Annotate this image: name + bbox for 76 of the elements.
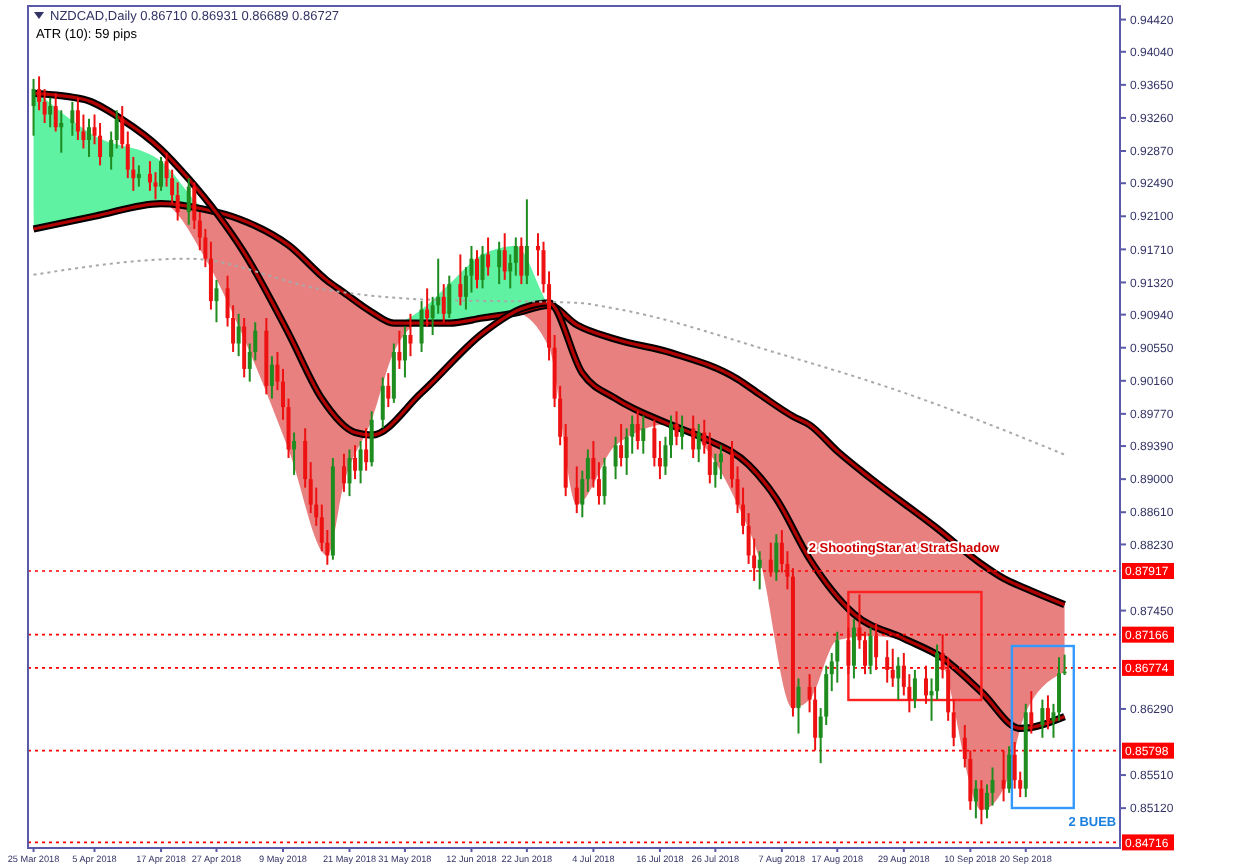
candlestick: [380, 376, 385, 430]
candlestick: [973, 779, 978, 820]
candlestick: [402, 325, 407, 379]
candlestick: [502, 232, 507, 281]
candlestick: [768, 541, 773, 578]
candlestick: [369, 410, 374, 468]
candlestick: [691, 414, 696, 459]
candlestick: [214, 278, 219, 324]
candlestick: [680, 414, 685, 451]
candlestick: [696, 423, 701, 464]
candlestick: [896, 656, 901, 701]
candlestick: [341, 452, 346, 493]
candlestick: [674, 410, 679, 447]
candlestick: [86, 117, 91, 158]
candlestick: [602, 456, 607, 506]
candlestick: [136, 164, 141, 188]
candlestick: [574, 465, 579, 515]
candlestick: [1001, 749, 1006, 803]
candlestick: [358, 439, 363, 485]
candlestick: [419, 300, 424, 353]
candlestick: [159, 155, 164, 192]
line-series: [32, 257, 1066, 456]
candlestick: [874, 622, 879, 671]
candlestick: [641, 414, 646, 455]
candlestick: [269, 355, 274, 400]
candlestick: [347, 448, 352, 498]
candlestick: [979, 779, 984, 826]
candlestick: [868, 626, 873, 676]
candlestick: [851, 618, 856, 680]
candlestick: [835, 630, 840, 684]
candlestick: [48, 96, 53, 129]
candlestick: [1045, 694, 1050, 731]
candlestick: [397, 329, 402, 370]
candlestick: [408, 312, 413, 358]
candlestick: [53, 92, 58, 133]
candlestick: [497, 240, 502, 286]
candlestick: [75, 96, 80, 141]
candlestick: [1040, 698, 1045, 739]
candlestick: [923, 664, 928, 705]
candlestick: [486, 236, 491, 277]
candlestick: [796, 677, 801, 735]
candlestick: [1007, 745, 1012, 794]
candlestick: [425, 287, 430, 328]
candlestick: [846, 626, 851, 676]
candlestick: [31, 77, 36, 137]
candlestick: [480, 244, 485, 290]
candlestick: [757, 550, 762, 591]
candlestick: [447, 274, 452, 320]
candlestick: [441, 283, 446, 324]
candlestick: [353, 444, 358, 481]
candlestick: [635, 410, 640, 451]
candlestick: [364, 427, 369, 472]
candlestick: [98, 122, 103, 167]
candlestick: [70, 100, 75, 137]
candlestick: [474, 249, 479, 290]
candlestick: [613, 435, 618, 481]
candlestick: [890, 647, 895, 688]
candlestick: [713, 452, 718, 489]
candlestick: [718, 444, 723, 481]
candlestick: [912, 668, 917, 710]
candlestick: [1029, 690, 1034, 735]
candlestick: [619, 423, 624, 468]
candlestick: [774, 533, 779, 582]
candlestick: [524, 198, 529, 286]
candlestick: [147, 160, 152, 192]
candlestick: [186, 177, 191, 226]
candlestick: [292, 431, 297, 476]
candlestick: [391, 342, 396, 404]
candlestick: [242, 317, 247, 379]
candlestick: [885, 639, 890, 684]
candlestick: [1012, 741, 1017, 790]
candlestick: [519, 236, 524, 286]
candlestick: [236, 312, 241, 358]
candlestick: [386, 372, 391, 409]
candlestick: [59, 109, 64, 154]
candlestick: [458, 253, 463, 307]
